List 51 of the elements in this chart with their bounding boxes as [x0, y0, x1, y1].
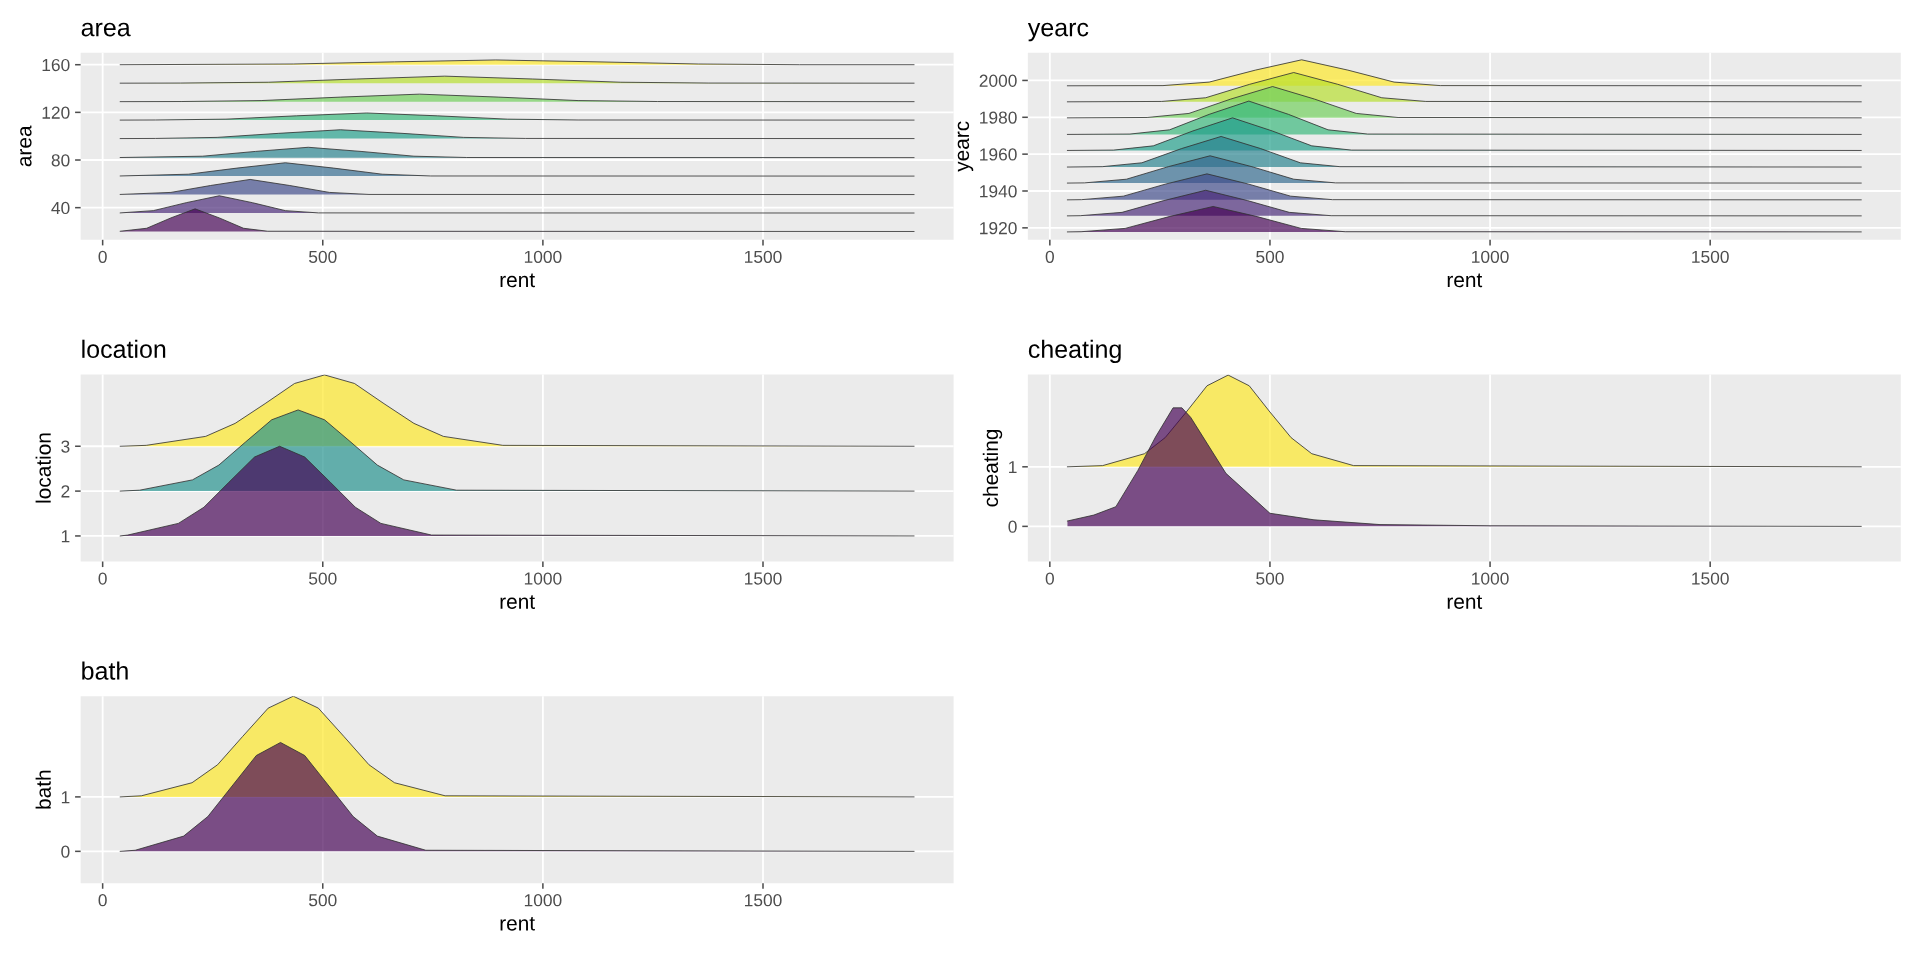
- x-tick-label: 1000: [524, 894, 562, 907]
- chart-title: yearc: [1027, 22, 1089, 42]
- y-axis-title: cheating: [982, 429, 1003, 507]
- x-tick-label: 1500: [745, 250, 782, 263]
- y-tick-label: 3: [61, 440, 70, 453]
- x-tick-label: 1500: [745, 572, 782, 585]
- x-tick-label: 500: [308, 894, 337, 907]
- x-axis-title: rent: [1447, 273, 1483, 288]
- y-tick-label: 1: [61, 791, 70, 804]
- y-axis-title: area: [20, 125, 32, 167]
- y-tick-label: 2000: [979, 74, 1017, 87]
- x-tick-label: 0: [98, 894, 107, 907]
- x-tick-label: 1000: [524, 572, 562, 585]
- y-tick-label: 1: [61, 530, 70, 543]
- x-tick-label: 500: [308, 250, 337, 263]
- y-tick-label: 80: [51, 154, 70, 167]
- y-tick-label: 1: [1009, 461, 1017, 474]
- y-axis-title: location: [35, 433, 51, 503]
- x-tick-label: 1000: [1472, 572, 1509, 585]
- x-tick-label: 1000: [1472, 250, 1509, 263]
- x-axis-title: rent: [500, 916, 535, 931]
- x-tick-label: 0: [98, 250, 107, 263]
- y-tick-label: 0: [1008, 520, 1017, 533]
- y-tick-label: 1960: [980, 148, 1017, 161]
- x-tick-label: 0: [1045, 572, 1054, 585]
- y-tick-label: 40: [51, 201, 70, 215]
- x-axis-title: rent: [1447, 595, 1483, 609]
- chart-title: cheating: [1028, 339, 1121, 364]
- y-axis-title: yearc: [957, 121, 974, 172]
- x-tick-label: 0: [1045, 250, 1054, 263]
- x-tick-label: 500: [1256, 250, 1284, 263]
- y-tick-label: 1920: [980, 222, 1017, 235]
- x-tick-label: 1500: [1692, 250, 1729, 263]
- x-tick-label: 1500: [745, 894, 782, 907]
- y-tick-label: 1980: [980, 111, 1017, 124]
- chart-title: area: [81, 22, 131, 37]
- y-tick-label: 1940: [980, 185, 1017, 198]
- y-tick-label: 120: [42, 106, 70, 119]
- x-axis-title: rent: [500, 595, 535, 609]
- y-tick-label: 160: [42, 58, 70, 72]
- chart-title: bath: [82, 661, 128, 680]
- x-tick-label: 0: [98, 572, 107, 585]
- y-tick-label: 2: [61, 485, 70, 498]
- y-tick-label: 0: [61, 845, 70, 858]
- x-tick-label: 500: [1256, 572, 1284, 585]
- y-axis-title: bath: [35, 770, 51, 809]
- x-tick-label: 1500: [1692, 572, 1729, 585]
- x-tick-label: 1000: [524, 250, 562, 263]
- chart-title: location: [82, 339, 166, 359]
- x-axis-title: rent: [500, 273, 535, 288]
- x-tick-label: 500: [308, 572, 337, 585]
